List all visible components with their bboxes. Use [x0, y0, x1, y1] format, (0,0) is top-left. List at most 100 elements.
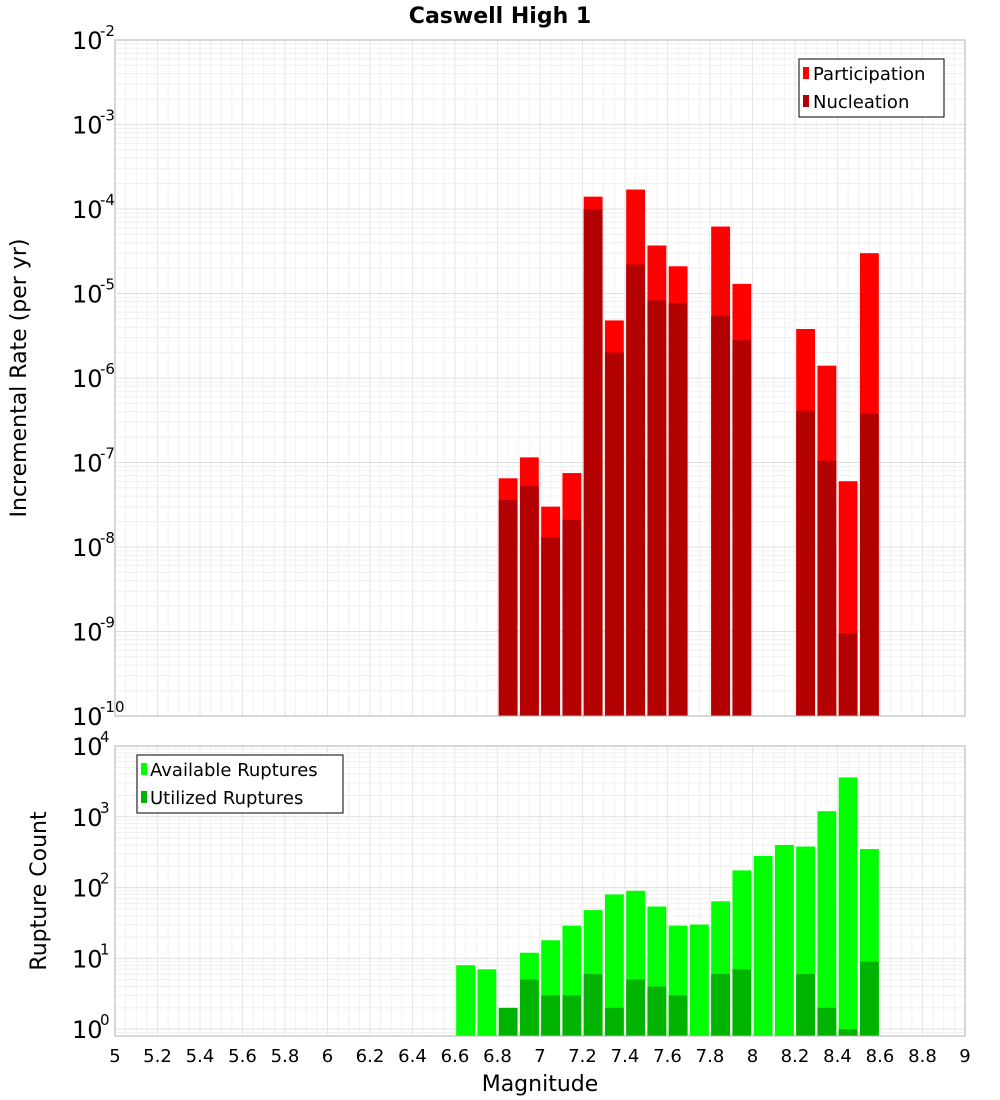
count-legend-box [136, 754, 344, 814]
utilized-ruptures-bar [732, 969, 752, 1036]
nucleation-bar [838, 633, 858, 716]
available-ruptures-bar [456, 965, 476, 1036]
rate-y-tick-base: 10 [72, 450, 103, 478]
rate-y-tick: 10-4 [72, 191, 115, 224]
utilized-ruptures-bar [519, 979, 539, 1036]
rate-y-tick-exponent: -2 [100, 22, 115, 40]
nucleation-bar [668, 303, 688, 716]
available-ruptures-bar [753, 855, 773, 1036]
chart-title: Caswell High 1 [409, 4, 591, 29]
nucleation-bar [859, 413, 879, 716]
rate-grid [114, 39, 966, 717]
rate-y-tick: 10-3 [72, 107, 115, 140]
magnitude-x-tick-label: 6.2 [356, 1046, 385, 1067]
rate-y-axis-label: Incremental Rate (per yr) [7, 239, 32, 518]
magnitude-x-tick-label: 9 [959, 1046, 970, 1067]
utilized-ruptures-bar [604, 1007, 624, 1036]
utilized-ruptures-bar [668, 995, 688, 1036]
rate-y-tick-exponent: -10 [100, 698, 125, 716]
participation-legend-swatch [803, 67, 809, 79]
utilized-ruptures-bar [541, 995, 561, 1036]
rate-y-tick: 10-5 [72, 276, 115, 309]
available-ruptures-bar [604, 894, 624, 1036]
available-ruptures-bar [817, 811, 837, 1036]
rate-y-tick-exponent: -7 [100, 445, 115, 463]
nucleation-bar [498, 499, 518, 716]
count-y-tick: 100 [72, 1011, 110, 1044]
utilized-ruptures-bar [498, 1007, 518, 1036]
count-y-tick-base: 10 [72, 1016, 103, 1044]
count-y-tick-base: 10 [72, 733, 103, 761]
rate-y-tick-base: 10 [72, 365, 103, 393]
magnitude-x-tick-label: 5.2 [143, 1046, 172, 1067]
utilized-ruptures-bar [583, 974, 603, 1036]
magnitude-x-tick-label: 5.8 [271, 1046, 300, 1067]
count-legend: Available Ruptures Utilized Ruptures [136, 754, 344, 814]
nucleation-bar [562, 519, 582, 716]
magnitude-x-axis-label: Magnitude [482, 1072, 599, 1097]
rate-bars [498, 189, 879, 717]
count-y-axis-label: Rupture Count [27, 811, 52, 971]
rate-y-tick-exponent: -5 [100, 276, 115, 294]
rate-legend-box [798, 58, 945, 118]
available-ruptures-legend-label: Available Ruptures [150, 760, 318, 781]
nucleation-bar [541, 537, 561, 716]
rate-plot-border [114, 39, 966, 717]
rate-y-tick-base: 10 [72, 112, 103, 140]
count-y-tick-exponent: 0 [100, 1011, 110, 1029]
count-y-tick: 103 [72, 799, 110, 832]
magnitude-x-tick-label: 6.4 [398, 1046, 427, 1067]
utilized-ruptures-bar [838, 1029, 858, 1036]
magnitude-x-tick-label: 7.2 [568, 1046, 597, 1067]
magnitude-x-tick-label: 8.2 [781, 1046, 810, 1067]
magnitude-x-tick-label: 8 [747, 1046, 758, 1067]
count-y-tick-exponent: 4 [100, 728, 110, 746]
participation-legend-label: Participation [813, 64, 925, 85]
count-y-tick: 102 [72, 870, 110, 903]
rate-y-tick-exponent: -3 [100, 107, 115, 125]
rate-y-tick-exponent: -6 [100, 360, 115, 378]
magnitude-x-tick-label: 7 [534, 1046, 545, 1067]
nucleation-bar [711, 316, 731, 716]
rate-y-tick: 10-9 [72, 614, 115, 647]
count-y-tick-exponent: 3 [100, 799, 110, 817]
utilized-ruptures-legend-label: Utilized Ruptures [150, 788, 303, 809]
count-y-tick-exponent: 1 [100, 940, 110, 958]
nucleation-bar [647, 300, 667, 716]
rate-y-tick-base: 10 [72, 534, 103, 562]
rate-y-tick: 10-10 [72, 698, 125, 731]
magnitude-x-tick-label: 8.8 [908, 1046, 937, 1067]
available-ruptures-legend-swatch [141, 763, 147, 775]
rate-y-tick-base: 10 [72, 281, 103, 309]
rate-y-tick: 10-8 [72, 529, 115, 562]
magnitude-x-tick-label: 5.4 [186, 1046, 215, 1067]
nucleation-bar [796, 410, 816, 716]
nucleation-bar [519, 485, 539, 716]
nucleation-bar [604, 352, 624, 716]
count-y-tick: 101 [72, 940, 110, 973]
nucleation-legend-swatch [803, 95, 809, 107]
count-y-tick-base: 10 [72, 804, 103, 832]
rate-y-tick-base: 10 [72, 196, 103, 224]
count-y-tick-base: 10 [72, 875, 103, 903]
magnitude-x-tick-label: 6 [322, 1046, 333, 1067]
count-bars [456, 777, 879, 1036]
utilized-ruptures-bar [626, 979, 646, 1036]
magnitude-x-tick-label: 5.6 [228, 1046, 257, 1067]
utilized-ruptures-bar [859, 961, 879, 1036]
available-ruptures-bar [477, 969, 497, 1036]
nucleation-legend-label: Nucleation [813, 92, 909, 113]
rate-y-tick: 10-7 [72, 445, 115, 478]
count-y-tick-base: 10 [72, 945, 103, 973]
magnitude-x-tick-label: 8.4 [823, 1046, 852, 1067]
nucleation-bar [732, 340, 752, 716]
available-ruptures-bar [689, 924, 709, 1036]
utilized-ruptures-bar [711, 974, 731, 1036]
rate-y-tick-exponent: -9 [100, 614, 115, 632]
nucleation-bar [626, 264, 646, 716]
nucleation-bar [583, 209, 603, 716]
